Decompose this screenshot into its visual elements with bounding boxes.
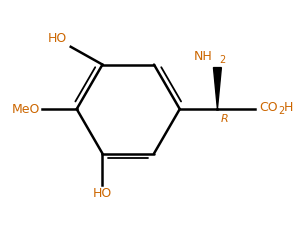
Polygon shape	[213, 68, 221, 109]
Text: HO: HO	[48, 32, 67, 45]
Text: 2: 2	[278, 106, 284, 116]
Text: 2: 2	[220, 55, 226, 65]
Text: CO: CO	[259, 101, 278, 114]
Text: NH: NH	[194, 50, 212, 63]
Text: HO: HO	[93, 187, 112, 200]
Text: R: R	[220, 114, 228, 124]
Text: MeO: MeO	[12, 103, 40, 116]
Text: H: H	[284, 101, 293, 114]
